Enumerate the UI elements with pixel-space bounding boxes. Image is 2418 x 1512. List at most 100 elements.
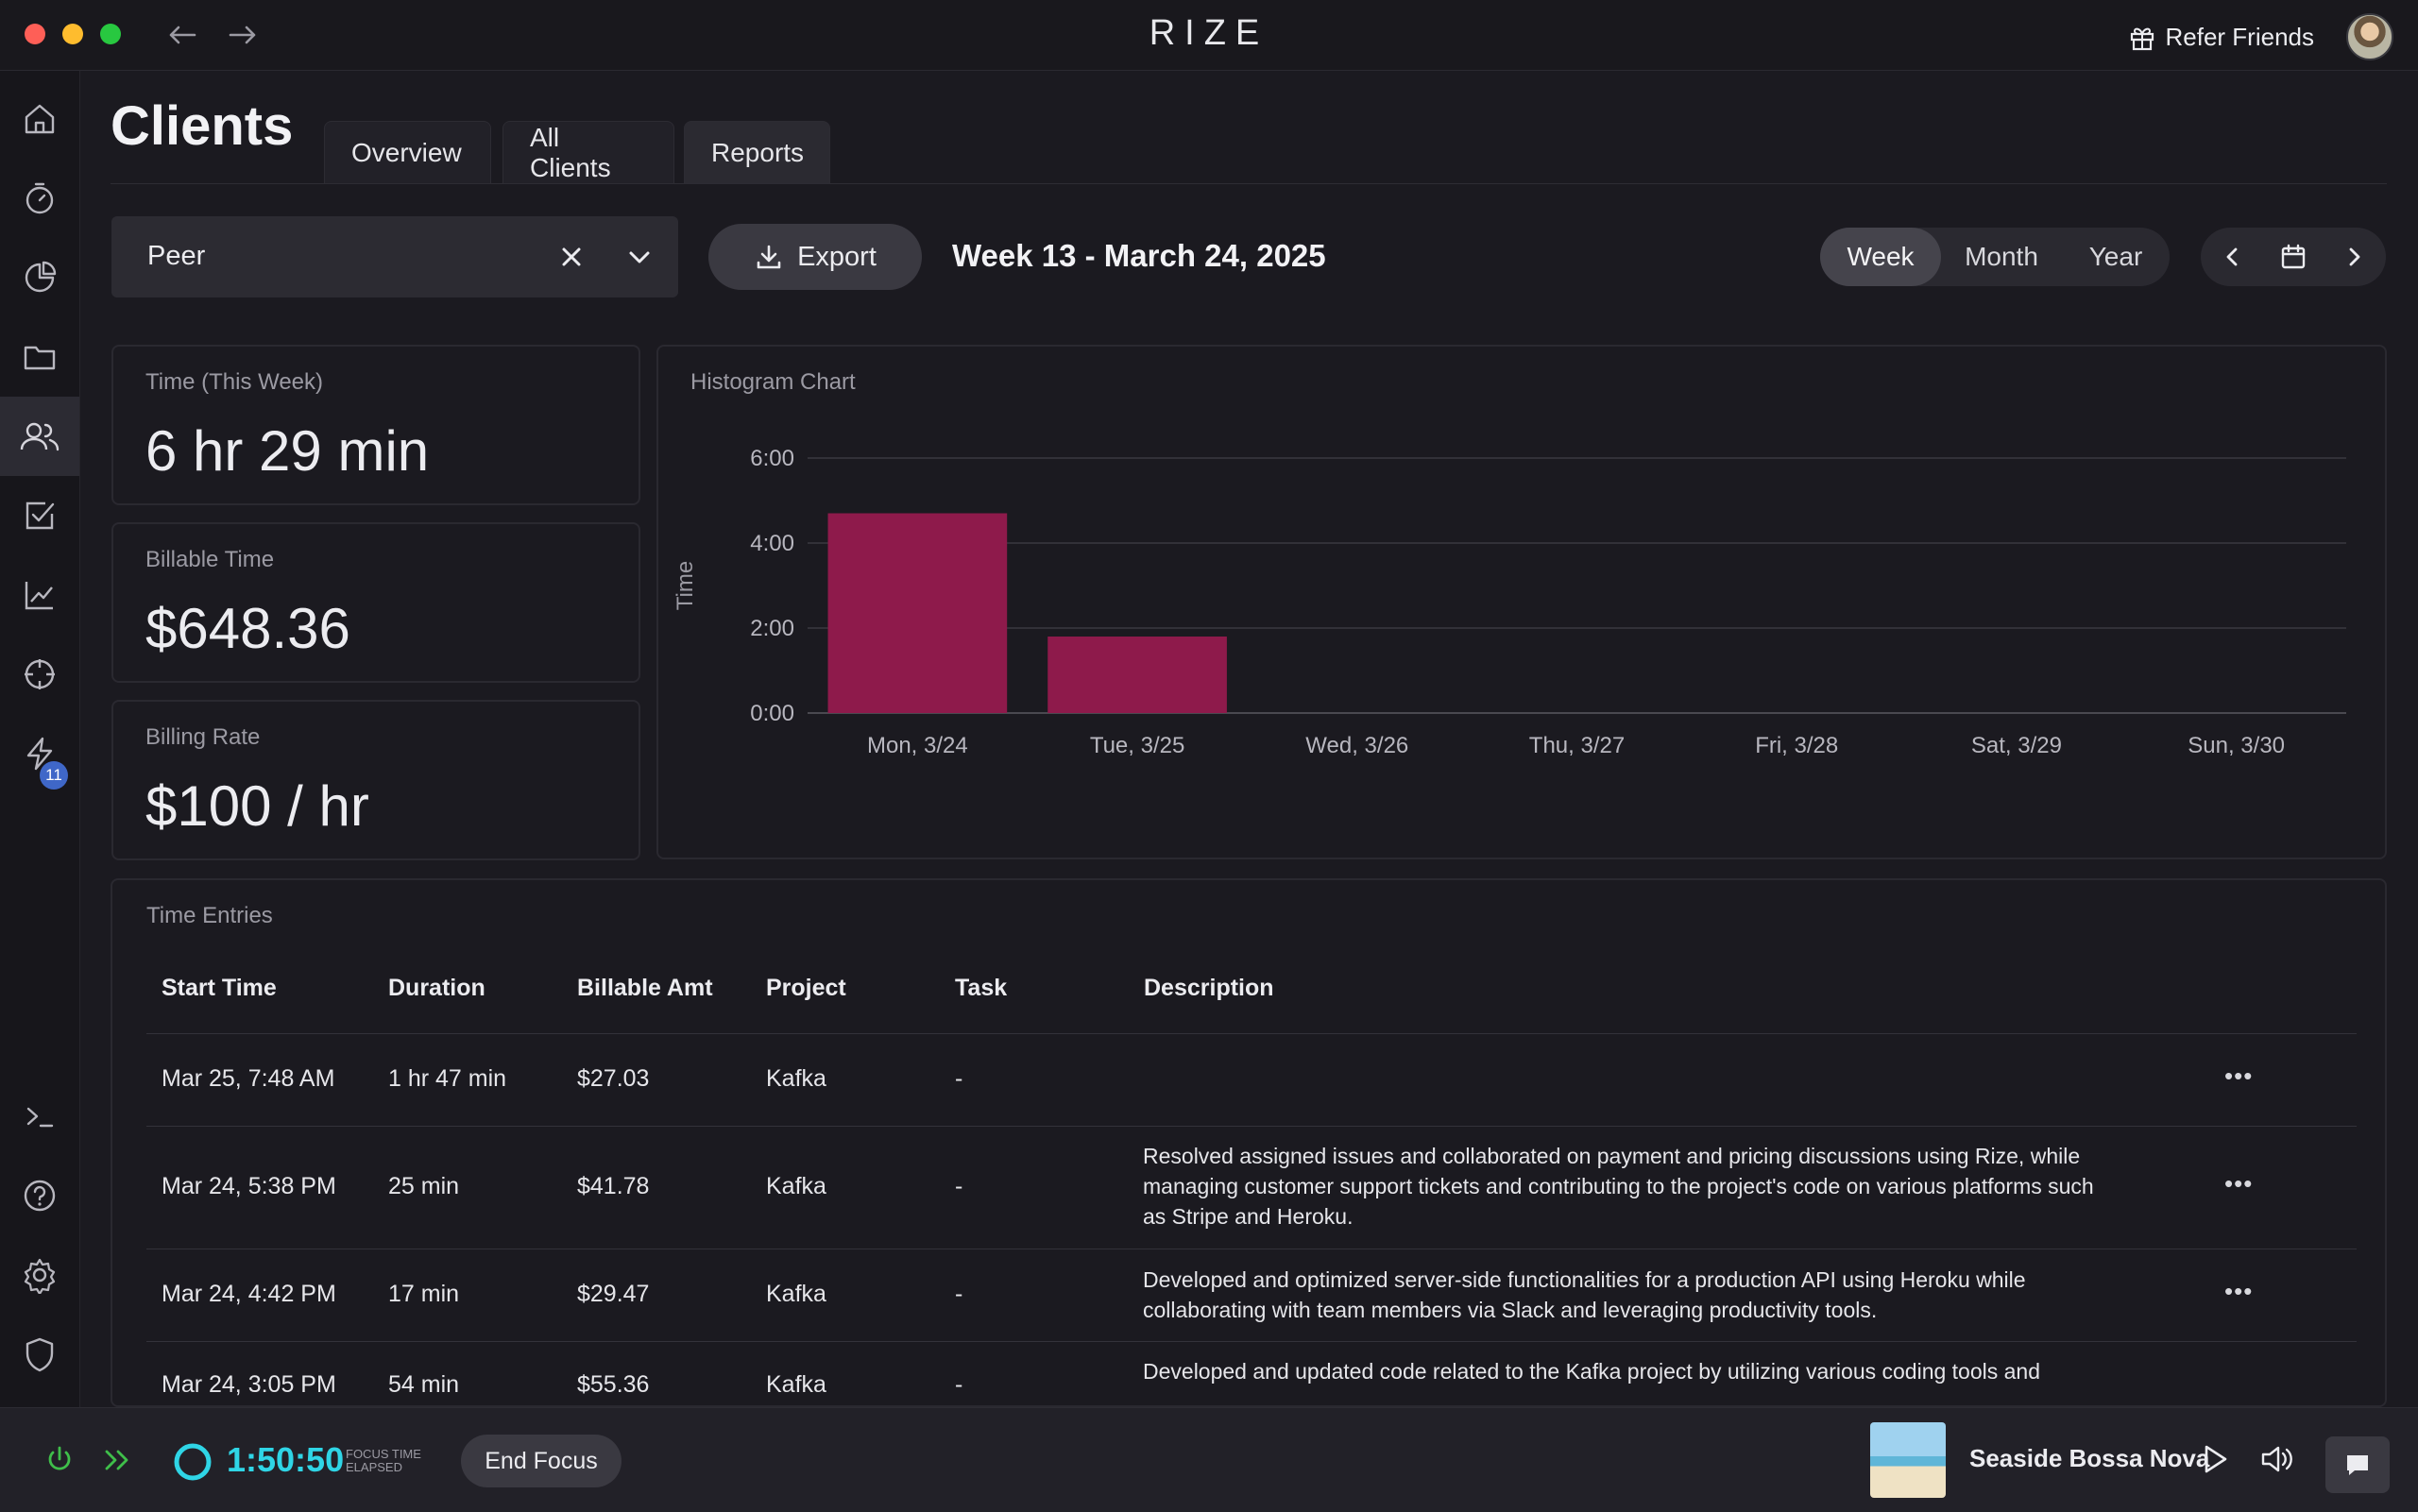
sidebar-item-terminal[interactable] — [0, 1077, 79, 1156]
duration-cell: 1 hr 47 min — [388, 1065, 507, 1092]
row-more-button[interactable]: ••• — [2224, 1169, 2254, 1198]
focus-ring-icon — [172, 1441, 213, 1483]
stat-value: $648.36 — [145, 597, 350, 660]
calendar-button[interactable] — [2265, 228, 2322, 286]
sidebar-item-focus[interactable] — [0, 635, 79, 714]
end-focus-button[interactable]: End Focus — [461, 1435, 622, 1487]
focus-footer: 1:50:50 FOCUS TIME ELAPSED End Focus Sea… — [0, 1407, 2418, 1512]
x-tick-label: Mon, 3/24 — [867, 733, 968, 758]
help-icon — [21, 1177, 59, 1215]
sidebar-item-analytics[interactable] — [0, 555, 79, 635]
x-tick-label: Sat, 3/29 — [1971, 733, 2062, 758]
sidebar-item-clients[interactable] — [0, 397, 79, 476]
table-row[interactable]: Mar 25, 7:48 AM 1 hr 47 min $27.03 Kafka… — [146, 1033, 2357, 1127]
focus-timer: 1:50:50 — [227, 1440, 345, 1479]
start-time-cell: Mar 25, 7:48 AM — [162, 1065, 335, 1092]
section-title: Time Entries — [146, 903, 273, 928]
play-icon[interactable] — [2199, 1442, 2231, 1476]
sidebar-item-tasks[interactable] — [0, 476, 79, 555]
clear-icon[interactable] — [557, 243, 586, 271]
table-row[interactable]: Mar 24, 4:42 PM 17 min $29.47 Kafka - De… — [146, 1249, 2357, 1342]
y-tick-label: 4:00 — [750, 531, 794, 556]
x-tick-label: Tue, 3/25 — [1090, 733, 1185, 758]
sidebar: 11 — [0, 71, 80, 1407]
page-title: Clients — [111, 95, 294, 157]
minimize-window-button[interactable] — [62, 24, 83, 44]
close-window-button[interactable] — [25, 24, 45, 44]
bolt-icon — [21, 735, 59, 773]
pie-chart-icon — [21, 259, 59, 297]
time-entries-card: Time Entries Start Time Duration Billabl… — [111, 878, 2387, 1407]
range-week-button[interactable]: Week — [1820, 228, 1941, 286]
chat-button[interactable] — [2325, 1436, 2390, 1493]
focus-label-line: ELAPSED — [346, 1460, 402, 1474]
client-select-value: Peer — [147, 241, 206, 271]
duration-cell: 17 min — [388, 1281, 460, 1307]
maximize-window-button[interactable] — [100, 24, 121, 44]
sidebar-item-projects[interactable] — [0, 317, 79, 397]
histogram-bar — [1047, 637, 1227, 713]
amount-cell: $27.03 — [577, 1065, 650, 1092]
skip-forward-icon[interactable] — [102, 1444, 136, 1476]
stat-value: 6 hr 29 min — [145, 419, 430, 483]
column-header-project[interactable]: Project — [766, 975, 846, 1001]
refer-friends-label: Refer Friends — [2165, 23, 2315, 51]
row-more-button[interactable]: ••• — [2224, 1062, 2254, 1090]
terminal-icon — [21, 1097, 59, 1135]
chevron-down-icon[interactable] — [625, 243, 654, 271]
row-more-button[interactable]: ••• — [2224, 1277, 2254, 1305]
sidebar-item-timer[interactable] — [0, 159, 79, 238]
table-row[interactable]: Mar 24, 3:05 PM 54 min $55.36 Kafka - De… — [146, 1341, 2357, 1405]
tab-all-clients[interactable]: All Clients — [502, 121, 674, 183]
table-header: Start Time Duration Billable Amt Project… — [146, 975, 2357, 1034]
focus-time-label: FOCUS TIME ELAPSED — [346, 1448, 421, 1474]
x-tick-label: Thu, 3/27 — [1529, 733, 1625, 758]
project-cell: Kafka — [766, 1065, 826, 1092]
column-header-start-time[interactable]: Start Time — [162, 975, 277, 1001]
billable-time-card: Billable Time $648.36 — [111, 522, 640, 683]
forward-arrow-icon[interactable] — [227, 19, 259, 51]
column-header-billable-amt[interactable]: Billable Amt — [577, 975, 713, 1001]
table-row[interactable]: Mar 24, 5:38 PM 25 min $41.78 Kafka - Re… — [146, 1126, 2357, 1249]
sidebar-item-automations[interactable]: 11 — [0, 714, 79, 793]
y-tick-label: 6:00 — [750, 446, 794, 471]
date-navigation — [2201, 228, 2386, 286]
range-month-button[interactable]: Month — [1965, 242, 2038, 271]
column-header-description[interactable]: Description — [1144, 975, 1274, 1001]
project-cell: Kafka — [766, 1281, 826, 1307]
tab-reports[interactable]: Reports — [684, 121, 830, 183]
gift-icon — [2130, 25, 2154, 51]
chat-icon — [2343, 1452, 2372, 1478]
power-icon[interactable] — [43, 1444, 76, 1476]
volume-icon[interactable] — [2259, 1442, 2295, 1476]
title-bar: RIZE Refer Friends — [0, 0, 2418, 71]
refer-friends-button[interactable]: Refer Friends — [2130, 23, 2315, 52]
column-header-duration[interactable]: Duration — [388, 975, 485, 1001]
track-title: Seaside Bossa Nova — [1969, 1444, 2210, 1472]
range-year-button[interactable]: Year — [2088, 242, 2143, 271]
project-cell: Kafka — [766, 1173, 826, 1199]
task-cell: - — [955, 1065, 963, 1092]
sidebar-item-reports[interactable] — [0, 238, 79, 317]
export-button[interactable]: Export — [708, 224, 922, 290]
users-icon — [19, 417, 60, 455]
tab-overview[interactable]: Overview — [324, 121, 491, 183]
calendar-icon — [2279, 243, 2307, 271]
chart-title: Histogram Chart — [690, 369, 856, 395]
sidebar-item-help[interactable] — [0, 1156, 79, 1235]
stat-label: Time (This Week) — [145, 369, 324, 395]
sidebar-item-privacy[interactable] — [0, 1315, 79, 1394]
sidebar-item-home[interactable] — [0, 79, 79, 159]
date-range-label: Week 13 - March 24, 2025 — [952, 238, 1326, 273]
avatar[interactable] — [2346, 13, 2393, 60]
folder-icon — [21, 338, 59, 376]
sidebar-item-settings[interactable] — [0, 1235, 79, 1315]
chevron-left-icon — [2220, 244, 2246, 270]
previous-period-button[interactable] — [2205, 228, 2261, 286]
duration-cell: 54 min — [388, 1371, 460, 1398]
description-cell: Developed and optimized server-side func… — [1143, 1267, 2026, 1322]
client-select[interactable]: Peer — [111, 216, 678, 297]
next-period-button[interactable] — [2325, 228, 2382, 286]
back-arrow-icon[interactable] — [166, 19, 198, 51]
column-header-task[interactable]: Task — [955, 975, 1008, 1001]
